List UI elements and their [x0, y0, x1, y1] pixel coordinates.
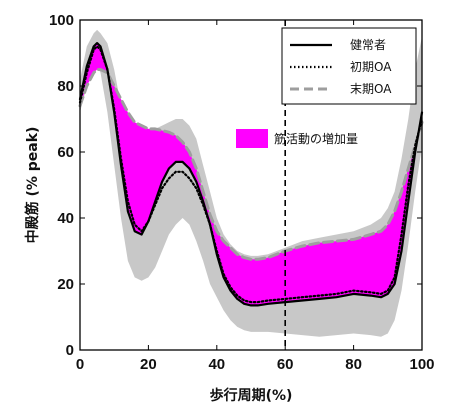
increase-swatch	[236, 129, 268, 148]
increase-region	[80, 43, 422, 306]
y-tick-label: 40	[57, 210, 74, 227]
y-tick-label: 0	[66, 342, 74, 359]
x-tick-label: 80	[345, 356, 362, 373]
y-tick-label: 20	[57, 276, 74, 293]
x-tick-label: 40	[208, 356, 225, 373]
increase-annotation: 筋活動の増加量	[236, 129, 358, 148]
y-tick-label: 100	[49, 12, 74, 29]
plot-area	[78, 20, 424, 350]
legend: 健常者 初期OA 末期OA	[281, 27, 417, 105]
legend-label-late-oa: 末期OA	[350, 82, 392, 96]
late-oa-line	[78, 68, 424, 261]
x-tick-label: 20	[140, 356, 157, 373]
x-tick-label: 100	[409, 356, 434, 373]
increase-label: 筋活動の増加量	[274, 131, 358, 146]
legend-box	[281, 27, 417, 105]
y-axis-title: 中殿筋 (% peak)	[24, 127, 41, 244]
y-tick-label: 60	[57, 144, 74, 161]
x-axis-title: 歩行周期(%)	[210, 387, 293, 404]
healthy-line	[78, 41, 424, 307]
plot-frame	[79, 19, 423, 351]
y-tick-label: 80	[57, 78, 74, 95]
x-tick-label: 60	[277, 356, 294, 373]
legend-label-early-oa: 初期OA	[350, 60, 392, 74]
x-tick-label: 0	[76, 356, 84, 373]
legend-label-healthy: 健常者	[350, 38, 386, 52]
